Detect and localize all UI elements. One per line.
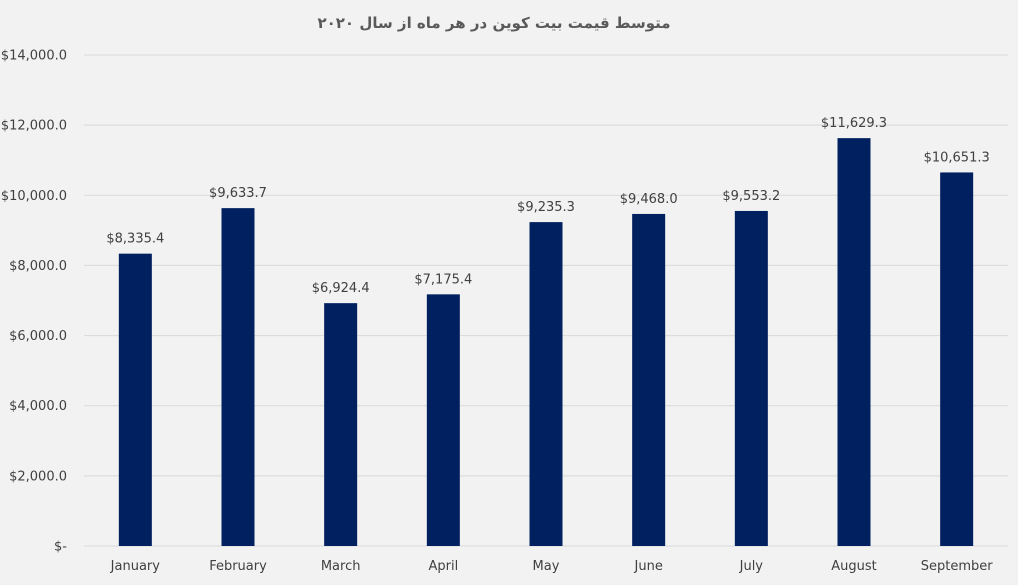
y-tick-label: $2,000.0 <box>9 469 67 484</box>
bar-february <box>221 208 255 546</box>
bars <box>118 138 974 546</box>
x-tick-label-april: April <box>428 559 458 574</box>
y-tick-label: $- <box>54 540 67 555</box>
y-tick-label: $8,000.0 <box>9 259 67 274</box>
x-tick-label-february: February <box>209 559 267 574</box>
x-tick-label-june: June <box>634 559 663 574</box>
data-label-may: $9,235.3 <box>517 200 575 215</box>
y-tick-label: $12,000.0 <box>1 119 67 134</box>
chart-title: متوسط قیمت بیت کوین در هر ماه از سال ۲۰۲… <box>317 14 670 32</box>
x-tick-label-august: August <box>831 559 877 574</box>
data-label-february: $9,633.7 <box>209 186 267 201</box>
bar-august <box>837 138 871 546</box>
bar-january <box>118 253 152 546</box>
bar-april <box>426 294 460 546</box>
x-axis-tick-labels: January February March April May June July Augu… <box>110 559 994 574</box>
bar-may <box>529 222 563 546</box>
data-labels: $8,335.4 $9,633.7 $6,924.4 $7,175.4 $9,235.3… <box>106 116 989 296</box>
x-tick-label-march: March <box>321 559 361 574</box>
y-tick-label: $4,000.0 <box>9 399 67 414</box>
y-tick-label: $6,000.0 <box>9 329 67 344</box>
data-label-june: $9,468.0 <box>620 192 678 207</box>
y-tick-label: $14,000.0 <box>1 49 67 64</box>
y-axis-tick-labels: $- $2,000.0 $4,000.0 $6,000.0 $8,000.0 $10,00… <box>1 49 67 555</box>
bar-june <box>632 213 666 546</box>
bar-march <box>324 303 358 546</box>
bar-september <box>940 172 974 546</box>
y-tick-label: $10,000.0 <box>1 189 67 204</box>
data-label-april: $7,175.4 <box>414 272 472 287</box>
x-tick-label-july: July <box>739 559 764 574</box>
x-tick-label-september: September <box>921 559 994 574</box>
x-tick-label-may: May <box>533 559 560 574</box>
data-label-march: $6,924.4 <box>312 281 370 296</box>
data-label-august: $11,629.3 <box>821 116 887 131</box>
x-tick-label-january: January <box>110 559 161 574</box>
bar-july <box>734 210 768 546</box>
data-label-september: $10,651.3 <box>924 150 990 165</box>
data-label-july: $9,553.2 <box>722 189 780 204</box>
data-label-january: $8,335.4 <box>106 232 164 247</box>
